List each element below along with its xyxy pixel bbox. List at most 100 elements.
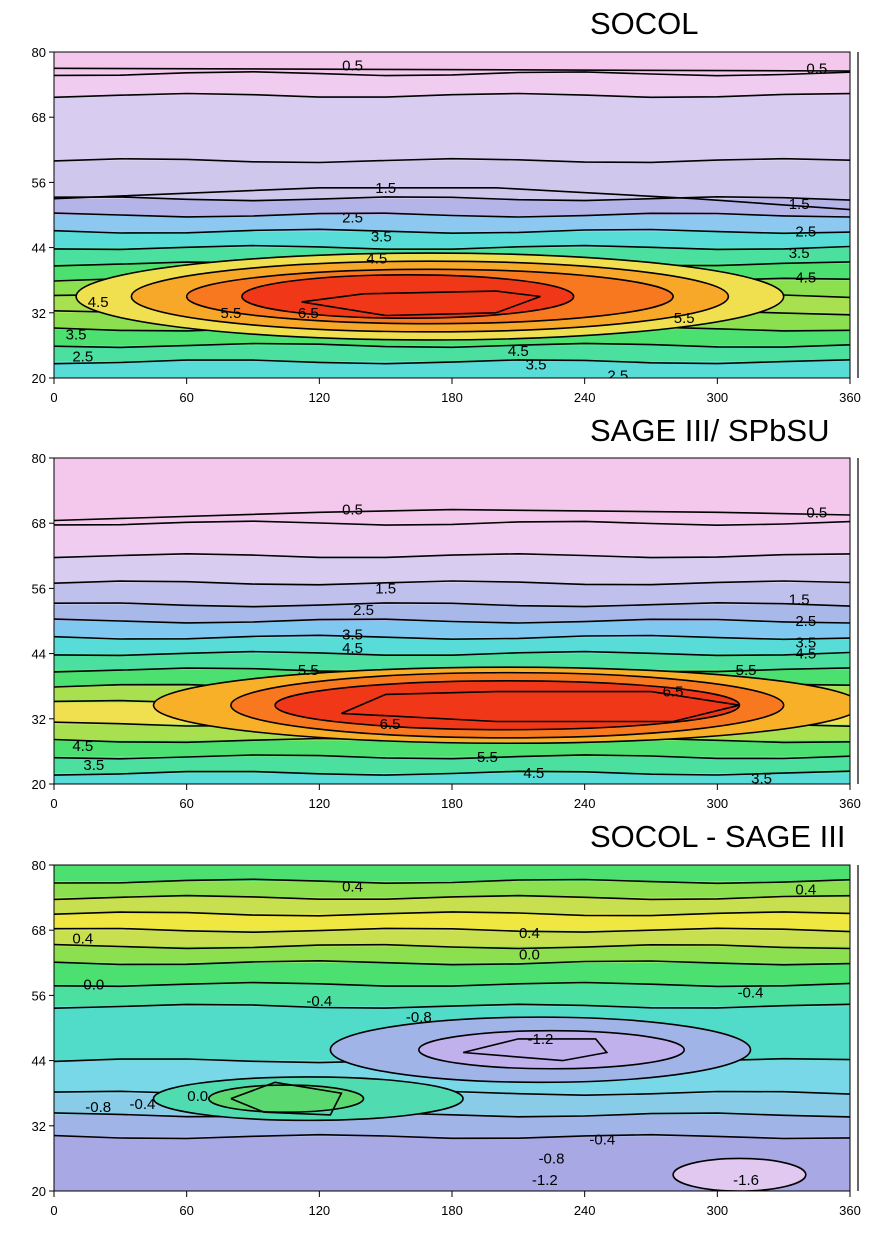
contour-label: 5.5: [674, 310, 695, 327]
contour-label: -0.8: [406, 1009, 432, 1026]
panel-2: 0.5 0.51.51.52.52.53.5 3.54.5 4.55.5 5.56.56…: [32, 413, 861, 811]
contour-label: -0.4: [738, 985, 764, 1002]
contour-label: 4.5: [795, 646, 816, 663]
color-band: [54, 1114, 850, 1137]
contour-line: [462, 1038, 609, 1062]
y-tick-label: 68: [32, 516, 46, 531]
x-tick-label: 360: [839, 390, 861, 405]
x-tick-label: 0: [50, 1203, 57, 1218]
contour-label: 3.5: [83, 757, 104, 774]
contour-label: 3.5: [342, 627, 363, 644]
y-tick-label: 56: [32, 581, 46, 596]
color-band: [54, 962, 850, 985]
x-tick-label: 0: [50, 390, 57, 405]
color-band: [54, 555, 850, 583]
contour-label: 0.0: [187, 1088, 208, 1105]
contour-line: [54, 1112, 850, 1118]
contour-label: 0.4: [795, 881, 816, 898]
color-band: [54, 198, 850, 215]
contour-line: [54, 195, 850, 202]
y-tick-label: 44: [32, 241, 46, 256]
contour-line: [54, 927, 850, 934]
y-tick-label: 80: [32, 45, 46, 60]
y-tick-label: 68: [32, 923, 46, 938]
contour-line: [54, 580, 850, 586]
y-tick-label: 44: [32, 647, 46, 662]
color-band: [54, 881, 850, 898]
y-tick-label: 32: [32, 306, 46, 321]
color-band: [54, 345, 850, 362]
y-tick-label: 20: [32, 371, 46, 386]
contour-label: -1.2: [532, 1172, 558, 1189]
contour-label: 0.4: [72, 930, 93, 947]
contour-label: -0.4: [589, 1131, 615, 1148]
contour-line: [341, 690, 740, 723]
contour-label: 5.5: [736, 662, 757, 679]
x-tick-label: 120: [308, 390, 330, 405]
y-tick-label: 56: [32, 988, 46, 1003]
color-band: [54, 231, 850, 248]
color-band: [54, 773, 850, 784]
y-tick-label: 56: [32, 175, 46, 190]
contour-label: 2.5: [72, 348, 93, 365]
x-tick-label: 360: [839, 796, 861, 811]
color-band: [54, 984, 850, 1007]
contour-line: [54, 520, 850, 527]
contour-line: [54, 67, 850, 72]
color-band: [54, 215, 850, 232]
contour-line: [54, 92, 850, 99]
contour-label: -0.8: [85, 1099, 111, 1116]
contour-line: [54, 894, 850, 901]
contour-label: 5.5: [477, 749, 498, 766]
color-band: [54, 865, 850, 882]
x-tick-label: 60: [179, 390, 193, 405]
contour-label: 0.5: [806, 504, 827, 521]
color-band: [54, 756, 850, 774]
contour-label: 1.5: [789, 196, 810, 213]
contour-line: [54, 634, 850, 641]
x-tick-label: 300: [706, 796, 728, 811]
contour-label: 0.5: [342, 502, 363, 519]
x-tick-label: 180: [441, 796, 463, 811]
plot-area: 0.5 0.51.51.52.52.53.53.54.54.54.55.5 6.5 5…: [54, 52, 850, 384]
contour-label: -0.4: [306, 993, 332, 1010]
contour-label: 0.0: [83, 977, 104, 994]
contour-line: [54, 601, 850, 608]
contour-label: -0.8: [539, 1150, 565, 1167]
contour-label: 3.5: [371, 229, 392, 246]
contour-line: [54, 878, 850, 885]
color-band: [54, 946, 850, 963]
contour-label: 2.5: [342, 210, 363, 227]
contour-line: [54, 228, 850, 235]
contour-label: 0.5: [806, 60, 827, 77]
contour-label: 1.5: [375, 580, 396, 597]
color-band: [54, 95, 850, 161]
contour-line: [54, 508, 850, 522]
contour-label: 2.5: [795, 613, 816, 630]
contour-line: [54, 1003, 850, 1009]
y-tick-label: 68: [32, 110, 46, 125]
contour-label: 6.5: [298, 305, 319, 322]
x-tick-label: 120: [308, 1203, 330, 1218]
x-tick-label: 60: [179, 796, 193, 811]
contour-line: [54, 342, 850, 349]
contour-label: 0.4: [342, 879, 363, 896]
contour-label: 2.5: [353, 602, 374, 619]
x-tick-label: 300: [706, 1203, 728, 1218]
contour-line: [54, 943, 850, 950]
color-band: [54, 523, 850, 556]
color-band: [54, 621, 850, 638]
contour-line: [54, 754, 850, 760]
contour-line: [54, 157, 850, 164]
contour-label: 0.4: [519, 925, 540, 942]
x-tick-label: 180: [441, 390, 463, 405]
x-tick-label: 0: [50, 796, 57, 811]
color-band: [54, 740, 850, 757]
contour-line: [54, 770, 850, 776]
chart-title: SOCOL: [590, 6, 699, 41]
contour-label: 6.5: [380, 716, 401, 733]
contour-line: [54, 552, 850, 559]
x-tick-label: 240: [574, 796, 596, 811]
contour-label: 2.5: [607, 367, 628, 384]
